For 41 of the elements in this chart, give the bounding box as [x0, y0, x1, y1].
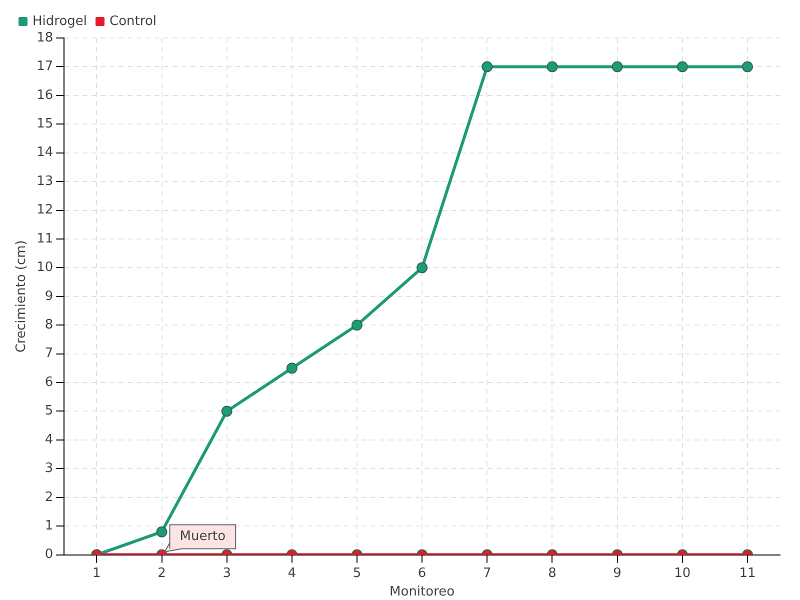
point [546, 61, 558, 72]
point [612, 61, 623, 72]
x-tick-label: 5 [352, 566, 362, 581]
annotation: Muerto [180, 529, 226, 544]
point [676, 61, 688, 72]
y-tick-label: 1 [44, 518, 54, 534]
x-tick-label: 4 [288, 566, 296, 581]
x-tick-label: 2 [158, 566, 166, 581]
point [416, 262, 428, 274]
y-tick-label: 10 [36, 260, 54, 276]
x-tick-label: 1 [92, 566, 101, 581]
x-tick-label: 8 [548, 566, 556, 581]
x-tick-label: 7 [483, 566, 492, 581]
point [482, 61, 493, 72]
y-tick-label: 16 [36, 88, 54, 103]
x-tick-label: 10 [674, 566, 691, 581]
y-tick-label: 5 [44, 404, 54, 419]
y-tick-label: 2 [44, 490, 54, 505]
x-tick-label: 3 [222, 566, 231, 581]
y-tick-label: 18 [36, 30, 54, 46]
y-tick-label: 13 [36, 174, 54, 189]
y-tick-label: 9 [44, 288, 54, 304]
y-tick-label: 3 [44, 461, 54, 476]
y-tick-label: 8 [44, 317, 54, 332]
y-tick-label: 14 [36, 145, 54, 160]
y-tick-label: 0 [44, 547, 54, 562]
x-tick-label: 9 [613, 566, 622, 581]
y-tick-label: 11 [36, 231, 54, 246]
y-tick-label: 6 [44, 374, 54, 390]
x-axis-title: Monitoreo [390, 584, 455, 600]
legend-label: Hidrogel [32, 14, 88, 29]
x-tick-label: 11 [739, 566, 756, 581]
y-axis-title: Crecimiento (cm) [14, 240, 30, 353]
y-tick-label: 15 [36, 116, 54, 132]
legend-label: Control [110, 14, 157, 29]
y-tick-label: 7 [44, 346, 54, 362]
y-tick-label: 4 [44, 432, 54, 448]
y-tick-label: 12 [36, 202, 54, 218]
point [742, 61, 753, 72]
x-tick-label: 6 [418, 566, 426, 581]
y-tick-label: 17 [36, 59, 54, 74]
